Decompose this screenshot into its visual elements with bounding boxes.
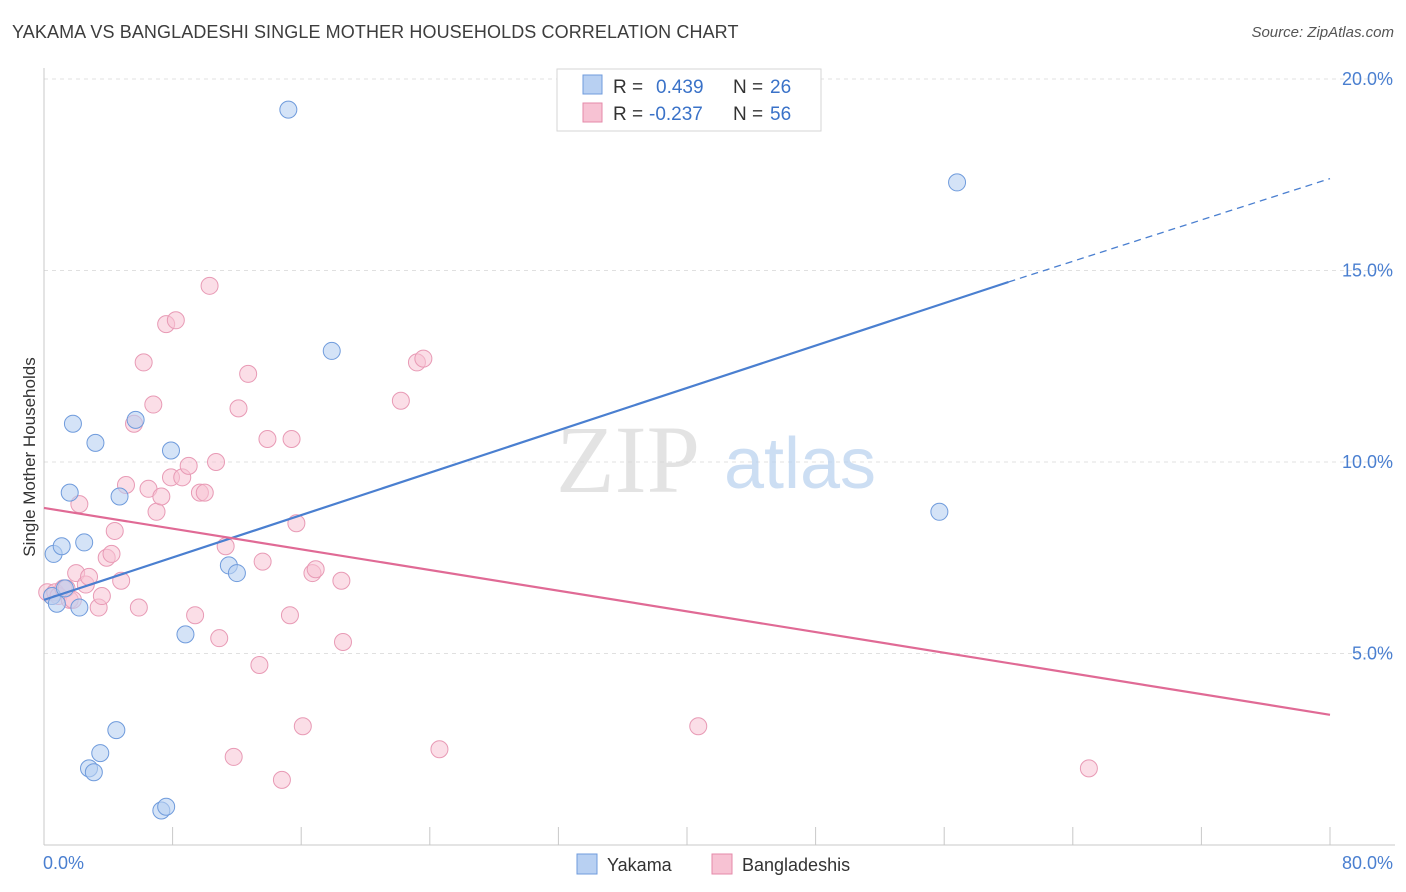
bangladeshi-point (253, 552, 272, 571)
bangladeshi-point (332, 571, 351, 590)
y-tick-label: 15.0% (1342, 261, 1393, 281)
bangladeshi-point (134, 353, 153, 372)
yakama-trend-line (43, 280, 1009, 601)
bangladeshi-point (195, 483, 214, 502)
bottom-legend-swatch-bangladeshi (711, 853, 733, 875)
yakama-point (91, 744, 110, 763)
yakama-point (70, 598, 89, 617)
legend-n-label-yakama: N = (733, 77, 763, 98)
legend-n-label-bangladeshi: N = (733, 104, 763, 125)
legend-swatch-bangladeshi (582, 102, 603, 123)
chart-title: YAKAMA VS BANGLADESHI SINGLE MOTHER HOUS… (12, 22, 739, 42)
bangladeshi-point (186, 606, 205, 625)
legend-r-label-yakama: R = (613, 77, 643, 98)
bangladeshi-point (105, 521, 124, 540)
yakama-point (60, 483, 79, 502)
bangladeshi-point (229, 399, 248, 418)
tick-labels: 5.0% 10.0% 15.0% 20.0% 0.0% 80.0% (43, 69, 1393, 873)
legend-r-label-bangladeshi: R = (613, 104, 643, 125)
legend-r-value-bangladeshi: -0.237 (649, 104, 703, 125)
legend-r-value-yakama: 0.439 (656, 77, 704, 98)
bangladeshi-point (200, 276, 219, 295)
bangladeshi-point (250, 655, 269, 674)
bangladeshi-point (282, 430, 301, 449)
bangladeshi-point (306, 560, 325, 579)
yakama-point (176, 625, 195, 644)
yakama-point (157, 797, 176, 816)
source-label: Source: ZipAtlas.com (1251, 24, 1394, 41)
series-legend: Yakama Bangladeshis (576, 853, 850, 875)
bangladeshi-point (391, 391, 410, 410)
yakama-point (227, 564, 246, 583)
bangladeshi-point (280, 606, 299, 625)
bottom-legend-label-yakama: Yakama (607, 855, 673, 875)
y-tick-label: 10.0% (1342, 452, 1393, 472)
y-axis-label: Single Mother Households (20, 357, 39, 556)
yakama-point (948, 173, 967, 192)
bangladeshi-point (689, 717, 708, 736)
yakama-points (43, 100, 967, 820)
yakama-point (75, 533, 94, 552)
yakama-trend-extension (1008, 177, 1331, 283)
trend-lines (43, 177, 1331, 716)
bangladeshi-point (210, 629, 229, 648)
yakama-point (279, 100, 298, 119)
watermark: ZIP atlas (556, 406, 876, 513)
bangladeshi-point (179, 456, 198, 475)
legend-n-value-bangladeshi: 56 (770, 104, 791, 125)
bangladeshi-point (239, 364, 258, 383)
bangladeshi-point (166, 311, 185, 330)
bangladeshi-point (430, 740, 449, 759)
watermark-atlas: atlas (724, 424, 876, 504)
yakama-point (84, 763, 103, 782)
yakama-point (161, 441, 180, 460)
yakama-point (63, 414, 82, 433)
bottom-legend-label-bangladeshi: Bangladeshis (742, 855, 850, 875)
yakama-point (86, 433, 105, 452)
bangladeshi-point (414, 349, 433, 368)
bangladeshi-point (102, 544, 121, 563)
bangladeshi-trend-line (43, 506, 1331, 716)
bangladeshi-point (224, 747, 243, 766)
x-tick-label: 0.0% (43, 853, 84, 873)
bangladeshi-point (207, 453, 226, 471)
yakama-point (52, 537, 71, 556)
yakama-point (126, 410, 145, 429)
yakama-point (322, 341, 341, 360)
bangladeshi-point (1079, 759, 1098, 778)
bangladeshi-point (92, 587, 111, 606)
bangladeshi-point (144, 395, 163, 414)
bangladeshi-point (333, 633, 352, 652)
legend-swatch-yakama (582, 74, 603, 95)
yakama-point (107, 721, 126, 740)
bottom-legend-swatch-yakama (576, 853, 598, 875)
y-tick-label: 5.0% (1352, 644, 1393, 664)
bangladeshi-point (258, 430, 277, 449)
bangladeshi-point (147, 502, 166, 521)
bangladeshi-point (129, 598, 148, 617)
correlation-legend: R = 0.439 N = 26 R = -0.237 N = 56 (556, 68, 822, 132)
bangladeshi-point (152, 487, 171, 506)
y-tick-label: 20.0% (1342, 69, 1393, 89)
x-tick-label: 80.0% (1342, 853, 1393, 873)
bangladeshi-point (272, 770, 291, 789)
axes (43, 68, 1395, 846)
watermark-zip: ZIP (556, 406, 700, 513)
bangladeshi-point (293, 717, 312, 736)
yakama-point (110, 487, 129, 506)
legend-n-value-yakama: 26 (770, 77, 791, 98)
yakama-point (930, 502, 949, 521)
